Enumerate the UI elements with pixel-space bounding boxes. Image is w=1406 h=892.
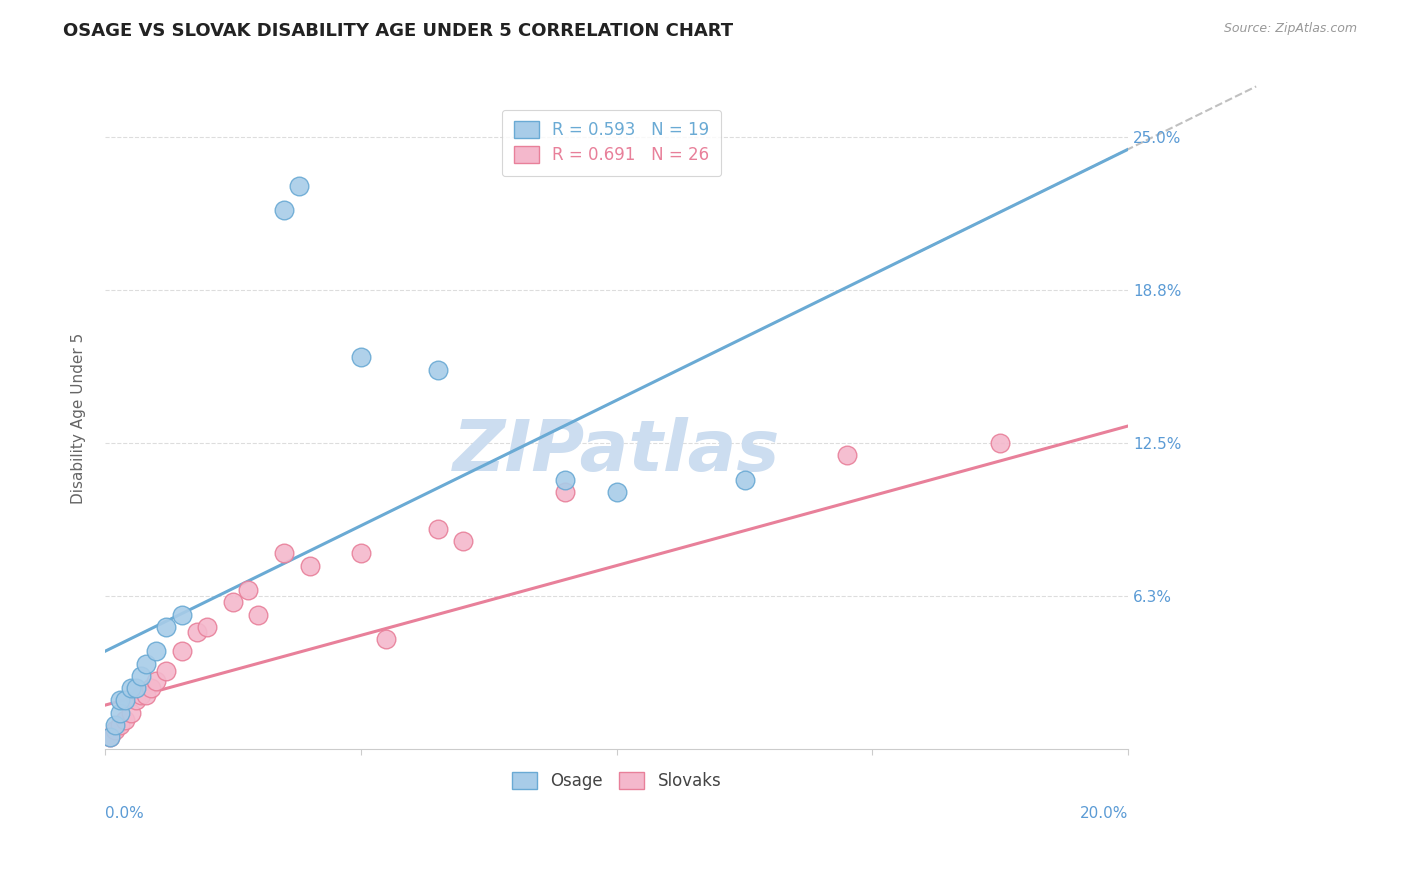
Text: Source: ZipAtlas.com: Source: ZipAtlas.com bbox=[1223, 22, 1357, 36]
Point bbox=[350, 546, 373, 560]
Point bbox=[135, 689, 157, 703]
Point bbox=[110, 706, 132, 720]
Point bbox=[451, 534, 474, 549]
Point bbox=[110, 693, 132, 707]
Point bbox=[104, 723, 127, 737]
Point bbox=[554, 485, 576, 500]
Point bbox=[170, 644, 193, 658]
Point bbox=[129, 669, 152, 683]
Point bbox=[104, 718, 127, 732]
Point bbox=[114, 693, 136, 707]
Point bbox=[125, 681, 148, 695]
Y-axis label: Disability Age Under 5: Disability Age Under 5 bbox=[72, 333, 86, 504]
Point bbox=[988, 436, 1011, 450]
Text: 20.0%: 20.0% bbox=[1080, 805, 1128, 821]
Point bbox=[98, 730, 121, 744]
Point bbox=[129, 689, 152, 703]
Point bbox=[375, 632, 398, 646]
Point bbox=[273, 203, 295, 218]
Point bbox=[554, 473, 576, 487]
Legend: Osage, Slovaks: Osage, Slovaks bbox=[505, 765, 728, 797]
Text: 0.0%: 0.0% bbox=[105, 805, 143, 821]
Point bbox=[145, 673, 167, 688]
Point bbox=[186, 624, 208, 639]
Point bbox=[120, 706, 142, 720]
Point bbox=[426, 522, 449, 536]
Point bbox=[195, 620, 218, 634]
Point bbox=[135, 657, 157, 671]
Point bbox=[120, 681, 142, 695]
Point bbox=[170, 607, 193, 622]
Text: ZIPatlas: ZIPatlas bbox=[453, 417, 780, 486]
Point bbox=[606, 485, 628, 500]
Point bbox=[155, 620, 177, 634]
Point bbox=[110, 718, 132, 732]
Point bbox=[835, 448, 858, 462]
Point bbox=[273, 546, 295, 560]
Point bbox=[222, 595, 245, 609]
Point bbox=[155, 664, 177, 678]
Point bbox=[238, 582, 260, 597]
Point bbox=[288, 178, 311, 193]
Point bbox=[426, 362, 449, 376]
Point bbox=[98, 730, 121, 744]
Point bbox=[298, 558, 321, 573]
Point bbox=[139, 681, 162, 695]
Point bbox=[114, 713, 136, 727]
Point bbox=[247, 607, 270, 622]
Point bbox=[350, 351, 373, 365]
Text: OSAGE VS SLOVAK DISABILITY AGE UNDER 5 CORRELATION CHART: OSAGE VS SLOVAK DISABILITY AGE UNDER 5 C… bbox=[63, 22, 734, 40]
Point bbox=[145, 644, 167, 658]
Point bbox=[125, 693, 148, 707]
Point bbox=[734, 473, 756, 487]
